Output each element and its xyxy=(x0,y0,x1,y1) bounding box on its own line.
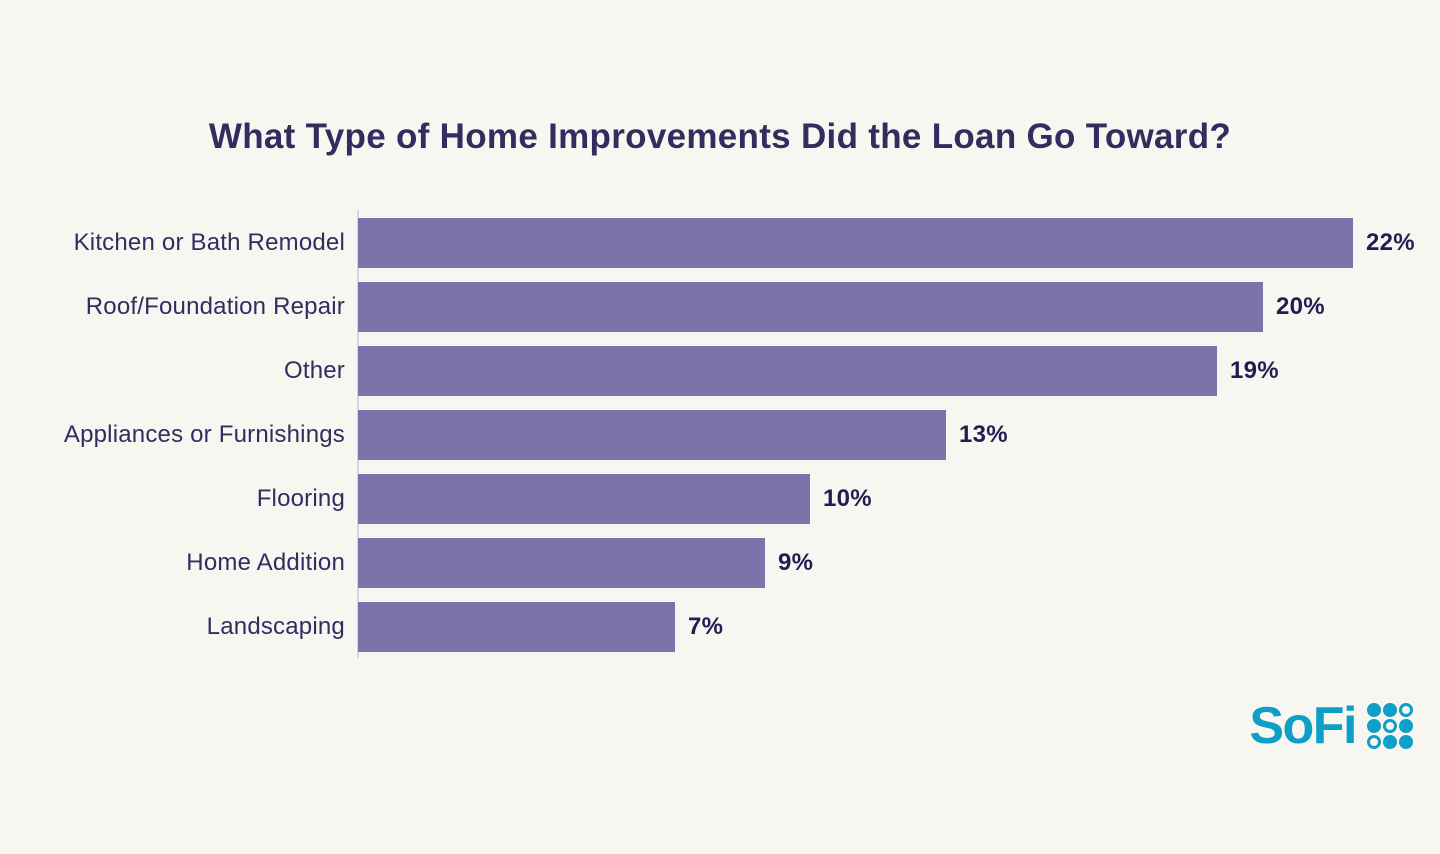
logo-dot-filled xyxy=(1383,703,1397,717)
logo-dot-filled xyxy=(1383,735,1397,749)
logo-dot-filled xyxy=(1399,735,1413,749)
logo-dot-filled xyxy=(1367,719,1381,733)
logo-dot-outline xyxy=(1383,719,1397,733)
bar xyxy=(358,538,765,588)
bar xyxy=(358,410,946,460)
bar-row: Other 19% xyxy=(0,346,1415,396)
sofi-logo-wordmark: SoFi xyxy=(1249,697,1357,755)
sofi-logo: SoFi xyxy=(1249,700,1414,752)
logo-dot-filled xyxy=(1399,719,1413,733)
category-label: Home Addition xyxy=(186,549,345,576)
logo-dot-filled xyxy=(1367,703,1381,717)
bar xyxy=(358,346,1217,396)
value-label: 22% xyxy=(1366,229,1415,256)
bar-row: Appliances or Furnishings 13% xyxy=(0,410,1415,460)
bar-row: Roof/Foundation Repair 20% xyxy=(0,282,1415,332)
value-label: 9% xyxy=(778,549,814,576)
value-label: 13% xyxy=(959,421,1008,448)
bar xyxy=(358,602,675,652)
bar-row: Kitchen or Bath Remodel 22% xyxy=(0,218,1415,268)
category-label: Kitchen or Bath Remodel xyxy=(73,229,345,256)
logo-dot-outline xyxy=(1367,735,1381,749)
value-label: 20% xyxy=(1276,293,1325,320)
bar xyxy=(358,282,1263,332)
bar-row: Landscaping 7% xyxy=(0,602,1415,652)
value-label: 19% xyxy=(1230,357,1279,384)
sofi-logo-dot-grid-icon xyxy=(1367,703,1413,749)
chart-title: What Type of Home Improvements Did the L… xyxy=(208,117,1232,156)
bar-row: Flooring 10% xyxy=(0,474,1415,524)
category-label: Roof/Foundation Repair xyxy=(85,293,345,320)
value-label: 10% xyxy=(823,485,872,512)
bar-chart: Kitchen or Bath Remodel 22% Roof/Foundatio… xyxy=(0,218,1415,652)
value-label: 7% xyxy=(688,613,724,640)
logo-dot-outline xyxy=(1399,703,1413,717)
category-label: Appliances or Furnishings xyxy=(63,421,345,448)
category-label: Flooring xyxy=(256,485,345,512)
category-label: Landscaping xyxy=(206,613,345,640)
category-label: Other xyxy=(283,357,345,384)
bar xyxy=(358,474,810,524)
bar-row: Home Addition 9% xyxy=(0,538,1415,588)
bar xyxy=(358,218,1353,268)
